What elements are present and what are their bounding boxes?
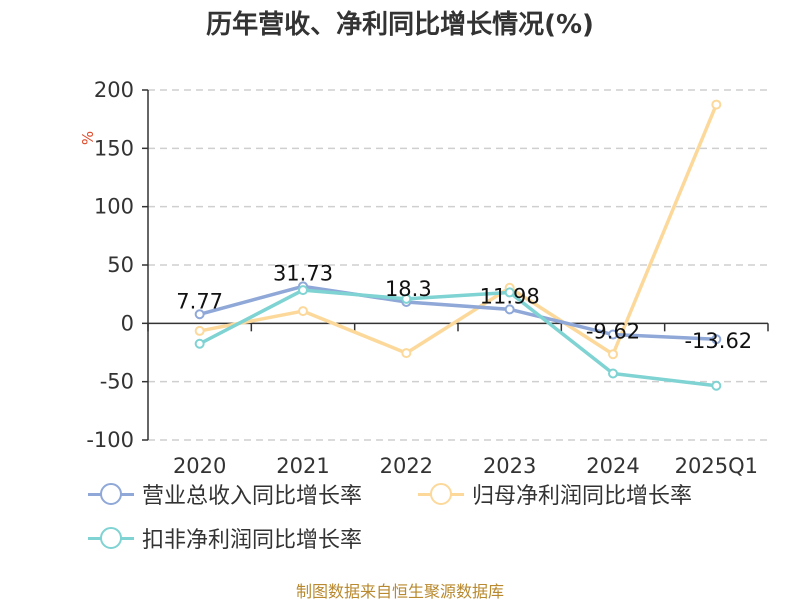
- legend-swatch-revenue: [88, 481, 134, 507]
- legend-marker: [100, 527, 122, 549]
- legend-marker: [430, 483, 452, 505]
- series-line: [198, 288, 717, 388]
- gridlines: [148, 89, 768, 441]
- data-point: [194, 325, 205, 336]
- legend-label: 营业总收入同比增长率: [142, 484, 363, 509]
- data-point: [608, 368, 618, 379]
- y-tick-label: 200: [94, 78, 134, 102]
- y-tick-label: -100: [86, 428, 134, 452]
- legend-swatch-net-profit: [418, 481, 464, 507]
- data-label: 7.77: [176, 289, 223, 313]
- data-labels: 7.77 31.73 18.3 11.98 -9.62 -13.62: [176, 261, 752, 353]
- data-point: [711, 380, 722, 391]
- legend-marker: [100, 483, 122, 505]
- data-label: -9.62: [586, 320, 640, 344]
- data-point: [298, 306, 308, 317]
- data-point: [711, 99, 722, 110]
- y-tick-label: -50: [100, 370, 134, 394]
- data-point: [608, 349, 618, 360]
- axes: 200 150 100 50 0 -50 -100 2020 2021 2022 2023 2024 2…: [86, 78, 769, 478]
- series-lines: [194, 99, 722, 391]
- y-tick-label: 0: [121, 311, 134, 335]
- data-label: 31.73: [273, 261, 333, 285]
- legend-item-net-profit-growth[interactable]: 归母净利润同比增长率: [418, 478, 692, 510]
- series-line: [199, 103, 718, 356]
- x-tick-label: 2024: [586, 454, 639, 478]
- legend-swatch-deducted: [88, 525, 134, 551]
- data-point: [194, 338, 205, 349]
- data-label: 11.98: [480, 284, 540, 308]
- data-label: -13.62: [684, 329, 752, 353]
- y-tick-label: 150: [94, 136, 134, 160]
- data-point: [504, 287, 515, 298]
- data-point: [504, 304, 515, 315]
- x-tick-label: 2022: [380, 454, 433, 478]
- data-point: [298, 285, 308, 296]
- legend-item-deducted-net-profit-growth[interactable]: 扣非净利润同比增长率: [88, 522, 362, 554]
- chart-title: 历年营收、净利同比增长情况(%): [206, 10, 594, 40]
- data-point: [711, 334, 722, 345]
- legend-item-revenue-growth[interactable]: 营业总收入同比增长率: [88, 478, 362, 510]
- series-line: [199, 284, 717, 341]
- data-point: [194, 309, 205, 320]
- data-label: 18.3: [385, 277, 432, 301]
- x-tick-label: 2023: [483, 454, 536, 478]
- legend-label: 扣非净利润同比增长率: [142, 528, 363, 553]
- y-axis-unit-label: %: [79, 131, 97, 145]
- y-tick-label: 50: [107, 253, 134, 277]
- data-point: [608, 329, 618, 340]
- x-tick-label: 2021: [276, 454, 329, 478]
- source-note: 制图数据来自恒生聚源数据库: [295, 582, 504, 601]
- legend-label: 归母净利润同比增长率: [472, 484, 693, 509]
- x-tick-label: 2025Q1: [675, 454, 758, 478]
- y-tick-label: 100: [94, 195, 134, 219]
- data-point: [401, 348, 412, 359]
- x-tick-label: 2020: [173, 454, 226, 478]
- data-point: [401, 293, 412, 304]
